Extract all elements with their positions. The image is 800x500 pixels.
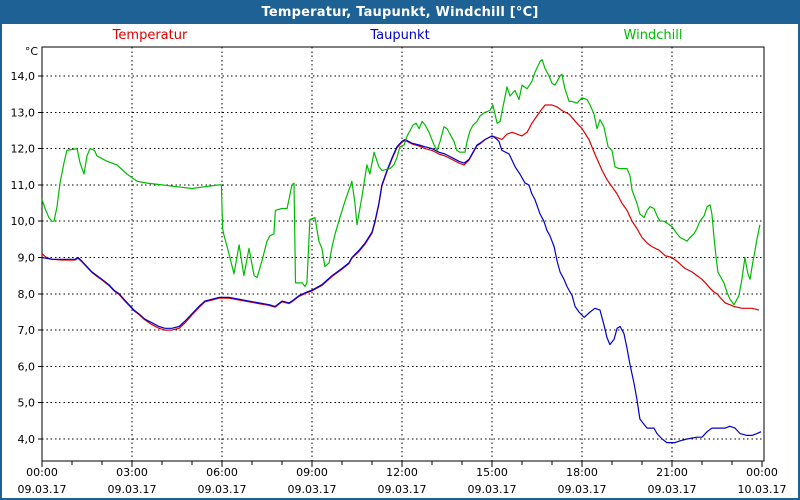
series-windchill-line xyxy=(41,59,761,306)
window-title: Temperatur, Taupunkt, Windchill [°C] xyxy=(2,2,798,24)
x-axis-date-label: 09.03.17 xyxy=(378,483,427,496)
x-axis-time-label: 09:00 xyxy=(296,466,328,479)
x-axis-date-label: 09.03.17 xyxy=(288,483,337,496)
y-axis-unit-label: °C xyxy=(25,45,39,58)
y-axis-label: 10,0 xyxy=(11,215,36,228)
x-axis-time-label: 03:00 xyxy=(116,466,148,479)
x-axis-date-label: 09.03.17 xyxy=(558,483,607,496)
y-axis-label: 9,0 xyxy=(18,252,36,265)
y-axis-label: 4,0 xyxy=(18,433,36,446)
y-axis-label: 13,0 xyxy=(11,106,36,119)
plot-frame xyxy=(41,46,765,462)
x-axis-date-label: 09.03.17 xyxy=(648,483,697,496)
x-axis-time-label: 18:00 xyxy=(566,466,598,479)
y-axis-label: 5,0 xyxy=(18,397,36,410)
legend-temperatur: Temperatur xyxy=(112,28,188,43)
x-axis-date-label: 09.03.17 xyxy=(108,483,157,496)
y-axis-label: 12,0 xyxy=(11,143,36,156)
x-axis-date-label: 09.03.17 xyxy=(468,483,517,496)
x-axis-date-label: 09.03.17 xyxy=(18,483,67,496)
legend-windchill: Windchill xyxy=(623,28,683,43)
y-axis-label: 8,0 xyxy=(18,288,36,301)
x-axis-time-label: 00:00 xyxy=(746,466,778,479)
x-axis-time-label: 15:00 xyxy=(476,466,508,479)
y-axis-label: 11,0 xyxy=(11,179,36,192)
series-taupunkt-line xyxy=(41,135,762,444)
x-axis-time-label: 12:00 xyxy=(386,466,418,479)
x-axis-time-label: 00:00 xyxy=(26,466,58,479)
gridlines xyxy=(42,47,764,461)
x-axis-time-label: 21:00 xyxy=(656,466,688,479)
y-axis-label: 7,0 xyxy=(18,324,36,337)
y-axis-label: 6,0 xyxy=(18,360,36,373)
y-axis-label: 14,0 xyxy=(11,70,36,83)
x-axis-date-label: 10.03.17 xyxy=(738,483,787,496)
series-temperatur-line xyxy=(41,104,760,331)
x-axis-time-label: 06:00 xyxy=(206,466,238,479)
x-axis-date-label: 09.03.17 xyxy=(198,483,247,496)
axis-labels: 14,0 13,0 12,0 11,0 10,0 9,0 8,0 7,0 6,0 5,0 4,0 00… xyxy=(11,45,787,496)
axis-ticks xyxy=(38,75,763,467)
legend-taupunkt: Taupunkt xyxy=(370,28,430,43)
